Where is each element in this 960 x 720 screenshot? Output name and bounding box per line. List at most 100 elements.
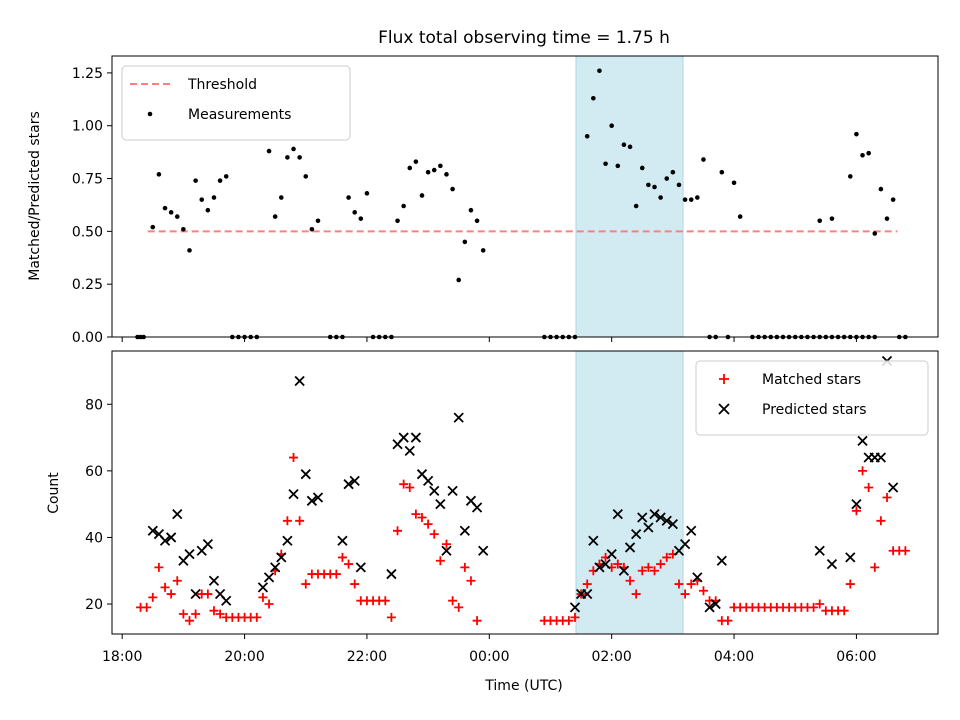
x-tick-label: 06:00: [836, 649, 876, 665]
data-point: [639, 165, 645, 171]
data-point: [900, 546, 910, 556]
data-point: [278, 195, 284, 200]
data-point: [193, 178, 198, 183]
highlight-span: [575, 55, 684, 338]
data-point: [454, 602, 464, 612]
data-point: [686, 525, 697, 536]
chart-title: Flux total observing time = 1.75 h: [378, 28, 670, 48]
data-point: [612, 509, 623, 520]
data-point: [380, 596, 390, 606]
data-point: [154, 562, 164, 572]
legend: Matched stars Predicted stars: [695, 360, 929, 436]
data-point: [695, 195, 700, 200]
data-point: [809, 602, 819, 612]
data-point: [181, 226, 186, 232]
data-point: [737, 214, 743, 219]
data-point: [174, 214, 180, 219]
legend: Threshold Measurements: [121, 65, 351, 141]
data-point: [309, 226, 315, 232]
data-point: [661, 515, 672, 526]
data-point: [159, 535, 171, 546]
data-point: [352, 210, 358, 215]
data-point: [570, 612, 580, 622]
count-panel: 20 40 60 80 18:00 20:00 22:00 00:00 02:00 04:00 06…: [85, 350, 939, 665]
data-point: [297, 155, 302, 160]
data-point: [300, 469, 311, 480]
data-point: [600, 558, 611, 570]
y-tick-label: 0.00: [72, 330, 103, 346]
data-point: [150, 224, 156, 230]
data-point: [358, 216, 364, 221]
x-tick-label: 02:00: [591, 649, 631, 665]
data-point: [569, 602, 581, 613]
data-point: [603, 161, 608, 167]
data-point: [162, 205, 168, 211]
data-point: [398, 432, 409, 443]
data-point: [584, 133, 590, 139]
legend-label: Predicted stars: [762, 402, 867, 418]
data-point: [882, 492, 892, 502]
data-point: [462, 239, 468, 245]
data-point: [303, 174, 309, 179]
data-point: [252, 612, 262, 622]
top-y-axis-label: Matched/Predicted stars: [27, 111, 43, 281]
data-point: [215, 609, 225, 619]
data-point: [588, 535, 599, 546]
data-point: [191, 609, 201, 619]
plot-frame: [111, 350, 939, 635]
data-point: [466, 576, 476, 586]
legend-label: Measurements: [188, 107, 291, 123]
data-point: [460, 562, 470, 572]
data-point: [285, 155, 290, 160]
data-point: [405, 483, 415, 493]
data-point: [845, 552, 856, 563]
data-point: [444, 172, 449, 177]
data-point: [655, 512, 666, 523]
y-tick-label: 20: [85, 597, 103, 613]
data-point: [646, 182, 651, 188]
data-point: [257, 582, 269, 593]
data-point: [272, 214, 278, 219]
data-point: [258, 592, 268, 602]
data-point: [860, 153, 865, 158]
data-point: [148, 592, 158, 602]
data-point: [413, 159, 419, 164]
data-point: [478, 545, 489, 556]
data-point: [166, 589, 176, 599]
data-point: [263, 572, 275, 583]
data-point: [337, 535, 348, 546]
data-point: [670, 169, 676, 175]
x-tick-label: 18:00: [102, 649, 142, 665]
data-point: [393, 526, 403, 536]
data-point: [890, 197, 896, 202]
data-point: [857, 435, 868, 447]
data-point: [845, 579, 855, 589]
data-point: [676, 182, 682, 188]
legend-swatch: [719, 374, 729, 384]
data-point: [450, 186, 455, 192]
data-point: [658, 195, 663, 200]
data-point: [166, 532, 177, 543]
data-point: [395, 218, 400, 224]
data-point: [652, 184, 657, 190]
data-point: [627, 144, 633, 150]
data-point: [667, 518, 679, 530]
data-point: [289, 453, 299, 463]
data-point: [344, 559, 354, 569]
data-point: [731, 180, 737, 186]
data-point: [618, 565, 630, 576]
x-tick-label: 22:00: [347, 649, 387, 665]
data-point: [209, 606, 219, 616]
data-point: [429, 485, 440, 496]
data-point: [156, 172, 162, 177]
data-point: [680, 589, 690, 599]
x-axis-label: Time (UTC): [484, 678, 562, 694]
x-tick-label: 04:00: [714, 649, 754, 665]
data-point: [613, 559, 623, 569]
data-point: [438, 163, 443, 169]
data-point: [719, 169, 725, 175]
data-point: [190, 588, 201, 600]
legend-swatch: [718, 403, 730, 415]
data-point: [698, 586, 708, 596]
data-point: [276, 552, 287, 563]
